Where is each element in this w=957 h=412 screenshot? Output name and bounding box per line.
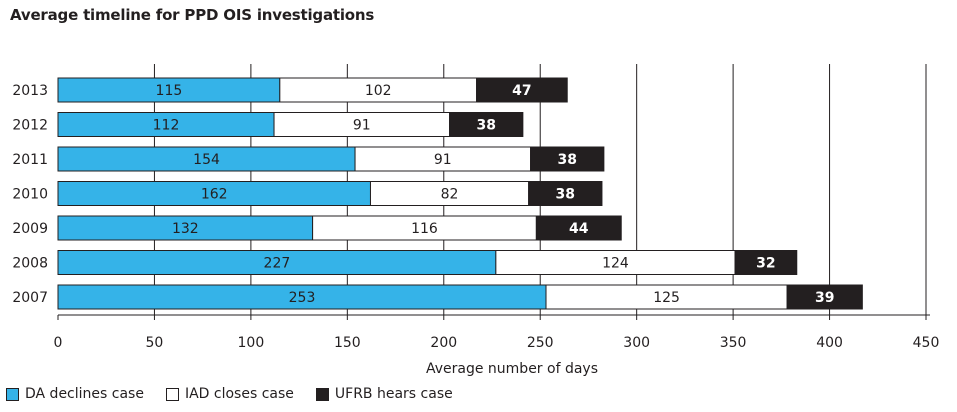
x-tick-label: 300 [623,335,650,351]
legend-item-da: DA declines case [6,386,144,402]
data-label: 116 [411,221,438,237]
x-tick-label: 450 [913,335,940,351]
data-label: 253 [289,290,316,306]
bar-segment [354,146,532,172]
data-label: 154 [193,152,220,168]
bar-segment [545,284,788,310]
legend-swatch-da [6,387,19,401]
data-label: 91 [353,118,371,134]
data-label: 124 [602,256,629,272]
data-label: 112 [153,118,180,134]
data-label: 32 [756,256,775,272]
bar-segment [530,146,605,172]
data-label: 38 [557,152,576,168]
bar-segment [57,77,281,103]
bar-segment [312,215,537,241]
bar-segment [535,215,622,241]
legend-item-ufrb: UFRB hears case [315,386,453,402]
x-tick-label: 100 [238,335,265,351]
x-tick-label: 50 [146,335,164,351]
bar-segment [786,284,863,310]
y-category-label: 2012 [12,118,48,134]
x-tick-label: 0 [54,335,63,351]
data-label: 115 [156,83,183,99]
bar-segment [495,250,736,275]
data-label: 38 [556,187,575,203]
data-label: 227 [264,256,291,272]
bar-segment [57,146,356,172]
x-tick-label: 250 [527,335,554,351]
legend-label-ufrb: UFRB hears case [334,386,453,402]
data-label: 44 [569,221,589,237]
x-tick-label: 400 [816,335,843,351]
y-category-label: 2011 [12,152,48,168]
data-label: 38 [476,118,495,134]
data-label: 82 [441,187,459,203]
data-label: 162 [201,187,228,203]
bar-segment [369,181,530,206]
y-category-label: 2008 [12,256,48,272]
y-category-label: 2010 [12,187,48,203]
legend-swatch-ufrb [315,387,329,401]
legend-label-da: DA declines case [25,386,144,402]
chart-title: Average timeline for PPD OIS investigati… [10,6,375,24]
bar-segment [57,215,314,241]
legend-item-iad: IAD closes case [165,386,294,402]
x-tick-label: 150 [334,335,361,351]
y-category-label: 2013 [12,83,48,99]
data-label: 39 [815,290,834,306]
bar-segment [734,250,798,275]
data-label: 47 [512,83,531,99]
bar-segment [449,112,524,137]
bar-segment [476,77,568,103]
bar-segment [273,112,451,137]
bar-segment [57,250,497,275]
bar-segment [528,181,603,206]
legend-label-iad: IAD closes case [184,386,294,402]
data-label: 132 [172,221,199,237]
data-label: 102 [365,83,392,99]
y-category-label: 2007 [12,290,48,306]
x-axis-label: Average number of days [426,361,598,377]
x-tick-label: 350 [720,335,747,351]
legend: DA declines case IAD closes case UFRB he… [6,386,475,402]
data-label: 91 [434,152,452,168]
bar-segment [57,112,275,137]
data-label: 125 [653,290,680,306]
legend-swatch-iad [165,387,179,401]
x-tick-label: 200 [430,335,457,351]
bar-segment [279,77,478,103]
y-category-label: 2009 [12,221,48,237]
